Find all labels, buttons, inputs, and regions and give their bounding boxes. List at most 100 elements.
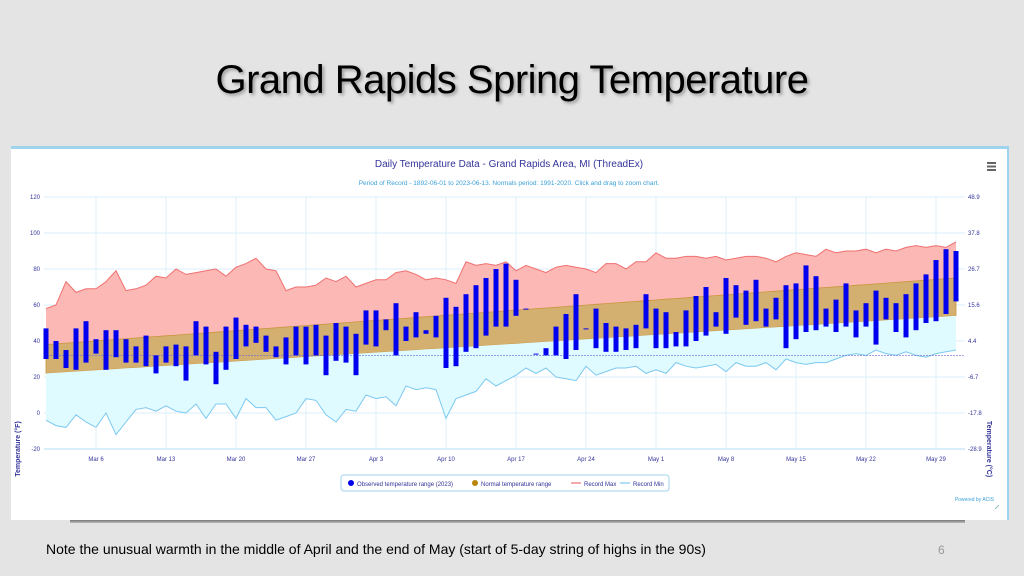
observed-bar[interactable] xyxy=(783,285,789,349)
observed-bar[interactable] xyxy=(653,308,659,349)
observed-bar[interactable] xyxy=(893,303,899,332)
observed-bar[interactable] xyxy=(923,274,929,323)
observed-bar[interactable] xyxy=(863,303,869,327)
observed-bar[interactable] xyxy=(333,323,339,361)
observed-bar[interactable] xyxy=(453,306,459,367)
chart-panel[interactable]: Daily Temperature Data - Grand Rapids Ar… xyxy=(11,146,1009,520)
legend-observed[interactable]: Observed temperature range (2023) xyxy=(357,482,453,488)
observed-bar[interactable] xyxy=(313,324,319,356)
observed-bar[interactable] xyxy=(263,335,269,352)
observed-bar[interactable] xyxy=(433,315,439,338)
observed-bar[interactable] xyxy=(183,346,189,381)
observed-bar[interactable] xyxy=(43,328,49,359)
observed-bar[interactable] xyxy=(713,312,719,327)
observed-bar[interactable] xyxy=(473,285,479,349)
observed-bar[interactable] xyxy=(293,326,299,356)
observed-bar[interactable] xyxy=(273,346,279,358)
observed-bar[interactable] xyxy=(613,326,619,352)
observed-bar[interactable] xyxy=(673,332,679,347)
observed-bar[interactable] xyxy=(73,328,79,370)
observed-bar[interactable] xyxy=(873,290,879,345)
observed-bar[interactable] xyxy=(143,335,149,367)
observed-bar[interactable] xyxy=(593,308,599,349)
observed-bar[interactable] xyxy=(63,350,69,368)
observed-bar[interactable] xyxy=(303,326,309,365)
observed-bar[interactable] xyxy=(513,279,519,316)
observed-bar[interactable] xyxy=(663,312,669,349)
observed-bar[interactable] xyxy=(823,308,829,327)
observed-bar[interactable] xyxy=(813,276,819,331)
observed-bar[interactable] xyxy=(423,330,429,334)
observed-bar[interactable] xyxy=(133,346,139,363)
observed-bar[interactable] xyxy=(493,269,499,327)
menu-icon[interactable] xyxy=(987,162,996,171)
observed-bar[interactable] xyxy=(163,346,169,363)
observed-bar[interactable] xyxy=(253,326,259,343)
observed-bar[interactable] xyxy=(123,339,129,363)
observed-bar[interactable] xyxy=(533,353,539,355)
observed-bar[interactable] xyxy=(603,323,609,352)
observed-bar[interactable] xyxy=(543,348,549,356)
observed-bar[interactable] xyxy=(103,330,109,370)
observed-bar[interactable] xyxy=(93,339,99,354)
observed-bar[interactable] xyxy=(483,278,489,336)
observed-bar[interactable] xyxy=(743,290,749,325)
observed-bar[interactable] xyxy=(363,310,369,345)
observed-bar[interactable] xyxy=(953,251,959,302)
observed-bar[interactable] xyxy=(503,263,509,327)
observed-bar[interactable] xyxy=(933,260,939,322)
observed-bar[interactable] xyxy=(83,321,89,363)
observed-bar[interactable] xyxy=(463,294,469,352)
observed-bar[interactable] xyxy=(733,285,739,318)
observed-bar[interactable] xyxy=(193,321,199,356)
observed-bar[interactable] xyxy=(723,278,729,334)
observed-bar[interactable] xyxy=(443,297,449,368)
observed-bar[interactable] xyxy=(773,297,779,320)
observed-bar[interactable] xyxy=(173,344,179,367)
observed-bar[interactable] xyxy=(323,335,329,376)
observed-bar[interactable] xyxy=(763,308,769,327)
temperature-chart[interactable]: Daily Temperature Data - Grand Rapids Ar… xyxy=(11,149,1007,520)
observed-bar[interactable] xyxy=(213,351,219,385)
observed-bar[interactable] xyxy=(853,310,859,338)
observed-bar[interactable] xyxy=(243,324,249,347)
observed-bar[interactable] xyxy=(553,326,559,356)
observed-bar[interactable] xyxy=(413,312,419,338)
credit-link[interactable]: Powered by ACIS xyxy=(955,497,995,503)
observed-bar[interactable] xyxy=(573,294,579,350)
observed-bar[interactable] xyxy=(753,279,759,322)
observed-bar[interactable] xyxy=(223,326,229,370)
observed-bar[interactable] xyxy=(913,283,919,331)
observed-bar[interactable] xyxy=(203,326,209,365)
legend-normal[interactable]: Normal temperature range xyxy=(481,482,552,488)
legend-record-max[interactable]: Record Max xyxy=(584,482,616,488)
legend-observed-icon[interactable] xyxy=(348,480,354,486)
observed-bar[interactable] xyxy=(943,249,949,314)
observed-bar[interactable] xyxy=(233,317,239,359)
observed-bar[interactable] xyxy=(903,294,909,338)
legend-normal-icon[interactable] xyxy=(472,480,478,486)
observed-bar[interactable] xyxy=(563,314,569,359)
observed-bar[interactable] xyxy=(693,296,699,341)
observed-bar[interactable] xyxy=(353,333,359,376)
observed-bar[interactable] xyxy=(523,308,529,310)
observed-bar[interactable] xyxy=(373,310,379,347)
observed-bar[interactable] xyxy=(703,287,709,336)
observed-bar[interactable] xyxy=(153,355,159,374)
observed-bar[interactable] xyxy=(683,310,689,347)
observed-bar[interactable] xyxy=(793,283,799,340)
observed-bar[interactable] xyxy=(383,319,389,331)
observed-bar[interactable] xyxy=(343,326,349,363)
observed-bar[interactable] xyxy=(833,299,839,332)
observed-bar[interactable] xyxy=(393,303,399,356)
observed-bar[interactable] xyxy=(113,330,119,358)
observed-bar[interactable] xyxy=(583,328,589,330)
resize-handle-icon[interactable] xyxy=(994,504,1000,510)
observed-bar[interactable] xyxy=(643,294,649,329)
legend-record-min[interactable]: Record Min xyxy=(633,482,664,488)
observed-bar[interactable] xyxy=(53,341,59,359)
observed-bar[interactable] xyxy=(403,326,409,341)
observed-bar[interactable] xyxy=(803,265,809,332)
observed-bar[interactable] xyxy=(623,328,629,350)
observed-bar[interactable] xyxy=(883,297,889,320)
